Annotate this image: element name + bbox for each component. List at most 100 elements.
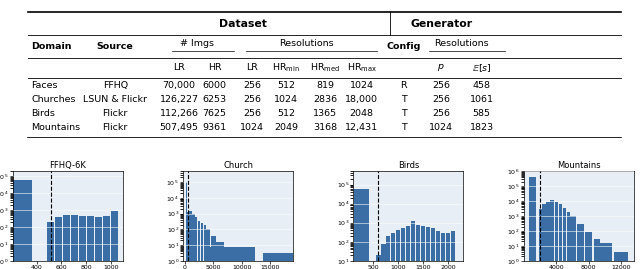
Text: LSUN & Flickr: LSUN & Flickr (83, 95, 147, 104)
Bar (406, 226, 410, 269)
Text: 819: 819 (316, 81, 334, 90)
Text: HR$_{\mathregular{max}}$: HR$_{\mathregular{max}}$ (347, 62, 377, 74)
Bar (542, 204, 546, 269)
Text: Flickr: Flickr (102, 123, 128, 132)
Bar (426, 227, 431, 269)
Text: 256: 256 (243, 109, 261, 118)
Text: 7625: 7625 (203, 109, 227, 118)
Bar (416, 225, 420, 269)
Bar (559, 204, 562, 269)
Text: 6253: 6253 (202, 95, 227, 104)
Text: 1823: 1823 (470, 123, 493, 132)
Text: T: T (401, 123, 407, 132)
Bar (391, 233, 396, 269)
Text: LR: LR (246, 63, 258, 72)
Title: Church: Church (223, 161, 253, 170)
Text: T: T (401, 95, 407, 104)
Bar (593, 239, 600, 269)
Bar (563, 208, 566, 269)
Text: HR$_{\mathregular{min}}$: HR$_{\mathregular{min}}$ (272, 62, 300, 74)
Bar (79, 216, 86, 269)
Bar (63, 215, 70, 269)
Bar (381, 244, 385, 269)
Text: Faces: Faces (31, 81, 58, 90)
Text: # Imgs: # Imgs (180, 39, 214, 48)
Bar (412, 221, 415, 269)
Text: Resolutions: Resolutions (280, 39, 334, 48)
Bar (263, 253, 312, 269)
Bar (401, 228, 406, 269)
Text: 1024: 1024 (240, 123, 264, 132)
Title: Birds: Birds (397, 161, 419, 170)
Text: 1061: 1061 (470, 95, 493, 104)
Bar (547, 202, 550, 269)
Bar (103, 216, 110, 269)
Text: $p$: $p$ (437, 62, 445, 73)
Text: 512: 512 (277, 81, 295, 90)
Bar (55, 217, 62, 269)
Text: Birds: Birds (31, 109, 55, 118)
Text: 2836: 2836 (313, 95, 337, 104)
Text: R: R (401, 81, 407, 90)
Text: 1024: 1024 (349, 81, 374, 90)
Bar (529, 177, 536, 269)
Bar (195, 217, 197, 269)
Bar (192, 214, 195, 269)
Bar (396, 230, 401, 269)
Text: 9361: 9361 (202, 123, 227, 132)
Bar (577, 224, 584, 269)
Bar (567, 211, 570, 269)
Bar (47, 222, 54, 269)
Text: 18,000: 18,000 (345, 95, 378, 104)
Bar (441, 233, 445, 269)
Text: Mountains: Mountains (31, 123, 81, 132)
Bar (189, 211, 192, 269)
Text: Config: Config (387, 42, 421, 51)
Bar (186, 213, 189, 269)
Text: 507,495: 507,495 (159, 123, 198, 132)
Text: 585: 585 (472, 109, 490, 118)
Text: 6000: 6000 (203, 81, 227, 90)
Bar (186, 182, 187, 269)
Text: 126,227: 126,227 (159, 95, 198, 104)
Text: 458: 458 (472, 81, 490, 90)
Bar (214, 242, 224, 269)
Text: 256: 256 (432, 95, 450, 104)
Text: 2049: 2049 (274, 123, 298, 132)
Bar (614, 252, 628, 269)
Bar (5, 180, 32, 269)
Bar (387, 236, 390, 269)
Bar (204, 225, 206, 269)
Bar (198, 221, 200, 269)
Bar (598, 243, 612, 269)
Title: FFHQ-6K: FFHQ-6K (49, 161, 86, 170)
Bar (421, 226, 426, 269)
Text: Generator: Generator (410, 19, 472, 29)
Text: Source: Source (97, 42, 134, 51)
Text: HR$_{\mathregular{med}}$: HR$_{\mathregular{med}}$ (310, 62, 340, 74)
Bar (554, 202, 558, 269)
Text: Resolutions: Resolutions (434, 39, 489, 48)
Text: 70,000: 70,000 (163, 81, 196, 90)
Text: Churches: Churches (31, 95, 76, 104)
Text: 256: 256 (432, 109, 450, 118)
Text: HR: HR (208, 63, 221, 72)
Bar (569, 216, 576, 269)
Bar (211, 236, 216, 269)
Text: 1024: 1024 (274, 95, 298, 104)
Bar (205, 229, 210, 269)
Bar (95, 217, 102, 269)
Text: FFHQ: FFHQ (102, 81, 128, 90)
Text: 256: 256 (243, 95, 261, 104)
Bar (201, 223, 203, 269)
Text: 2048: 2048 (349, 109, 374, 118)
Bar (354, 189, 369, 269)
Bar (451, 231, 456, 269)
Text: LR: LR (173, 63, 185, 72)
Bar (376, 255, 381, 269)
Title: Mountains: Mountains (557, 161, 600, 170)
Text: 1024: 1024 (429, 123, 453, 132)
Bar (446, 233, 451, 269)
Bar (111, 211, 118, 269)
Text: 1365: 1365 (313, 109, 337, 118)
